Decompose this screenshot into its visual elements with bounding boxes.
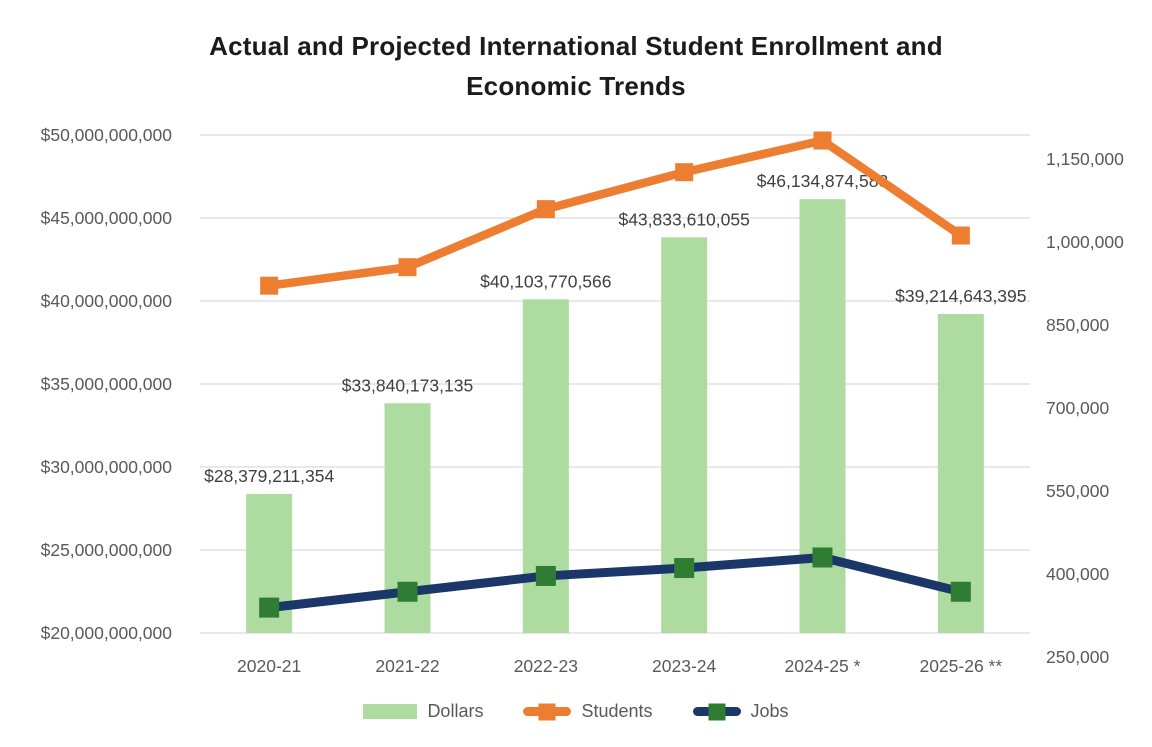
svg-text:$25,000,000,000: $25,000,000,000 <box>41 540 173 560</box>
svg-text:1,150,000: 1,150,000 <box>1046 149 1124 169</box>
svg-text:2020-21: 2020-21 <box>237 656 301 676</box>
svg-text:$35,000,000,000: $35,000,000,000 <box>41 374 173 394</box>
legend-item-students: Students <box>523 701 653 722</box>
legend-label-dollars: Dollars <box>427 701 484 721</box>
svg-text:$20,000,000,000: $20,000,000,000 <box>41 623 173 643</box>
legend-label-students: Students <box>581 701 653 721</box>
svg-text:$40,000,000,000: $40,000,000,000 <box>41 291 173 311</box>
svg-text:2025-26 **: 2025-26 ** <box>919 656 1002 676</box>
svg-text:550,000: 550,000 <box>1046 481 1110 501</box>
chart-title-line-2: Economic Trends <box>466 71 686 102</box>
svg-text:2022-23: 2022-23 <box>514 656 578 676</box>
svg-text:250,000: 250,000 <box>1046 647 1110 667</box>
svg-text:2024-25 *: 2024-25 * <box>785 656 861 676</box>
chart-title: Actual and Projected International Stude… <box>0 26 1152 107</box>
legend-item-jobs: Jobs <box>692 701 789 722</box>
svg-text:$45,000,000,000: $45,000,000,000 <box>41 208 173 228</box>
svg-text:$33,840,173,135: $33,840,173,135 <box>342 375 473 395</box>
chart-legend: Dollars Students Jobs <box>0 701 1152 722</box>
dollars-swatch-icon <box>363 704 418 719</box>
svg-text:2023-24: 2023-24 <box>652 656 716 676</box>
svg-text:1,000,000: 1,000,000 <box>1046 232 1124 252</box>
svg-text:850,000: 850,000 <box>1046 315 1110 335</box>
jobs-swatch-icon <box>692 703 741 720</box>
students-swatch-icon <box>523 703 572 720</box>
svg-text:$28,379,211,354: $28,379,211,354 <box>204 466 334 486</box>
svg-text:$40,103,770,566: $40,103,770,566 <box>480 271 611 291</box>
svg-text:$50,000,000,000: $50,000,000,000 <box>41 125 173 145</box>
svg-text:400,000: 400,000 <box>1046 564 1110 584</box>
legend-item-dollars: Dollars <box>363 701 483 722</box>
svg-text:2021-22: 2021-22 <box>375 656 439 676</box>
chart-title-line-1: Actual and Projected International Stude… <box>209 31 943 61</box>
svg-text:$39,214,643,395: $39,214,643,395 <box>895 286 1026 306</box>
svg-text:$30,000,000,000: $30,000,000,000 <box>41 457 173 477</box>
svg-text:$43,833,610,055: $43,833,610,055 <box>618 209 749 229</box>
svg-text:700,000: 700,000 <box>1046 398 1110 418</box>
svg-text:$46,134,874,583: $46,134,874,583 <box>757 171 888 191</box>
legend-label-jobs: Jobs <box>750 701 789 721</box>
